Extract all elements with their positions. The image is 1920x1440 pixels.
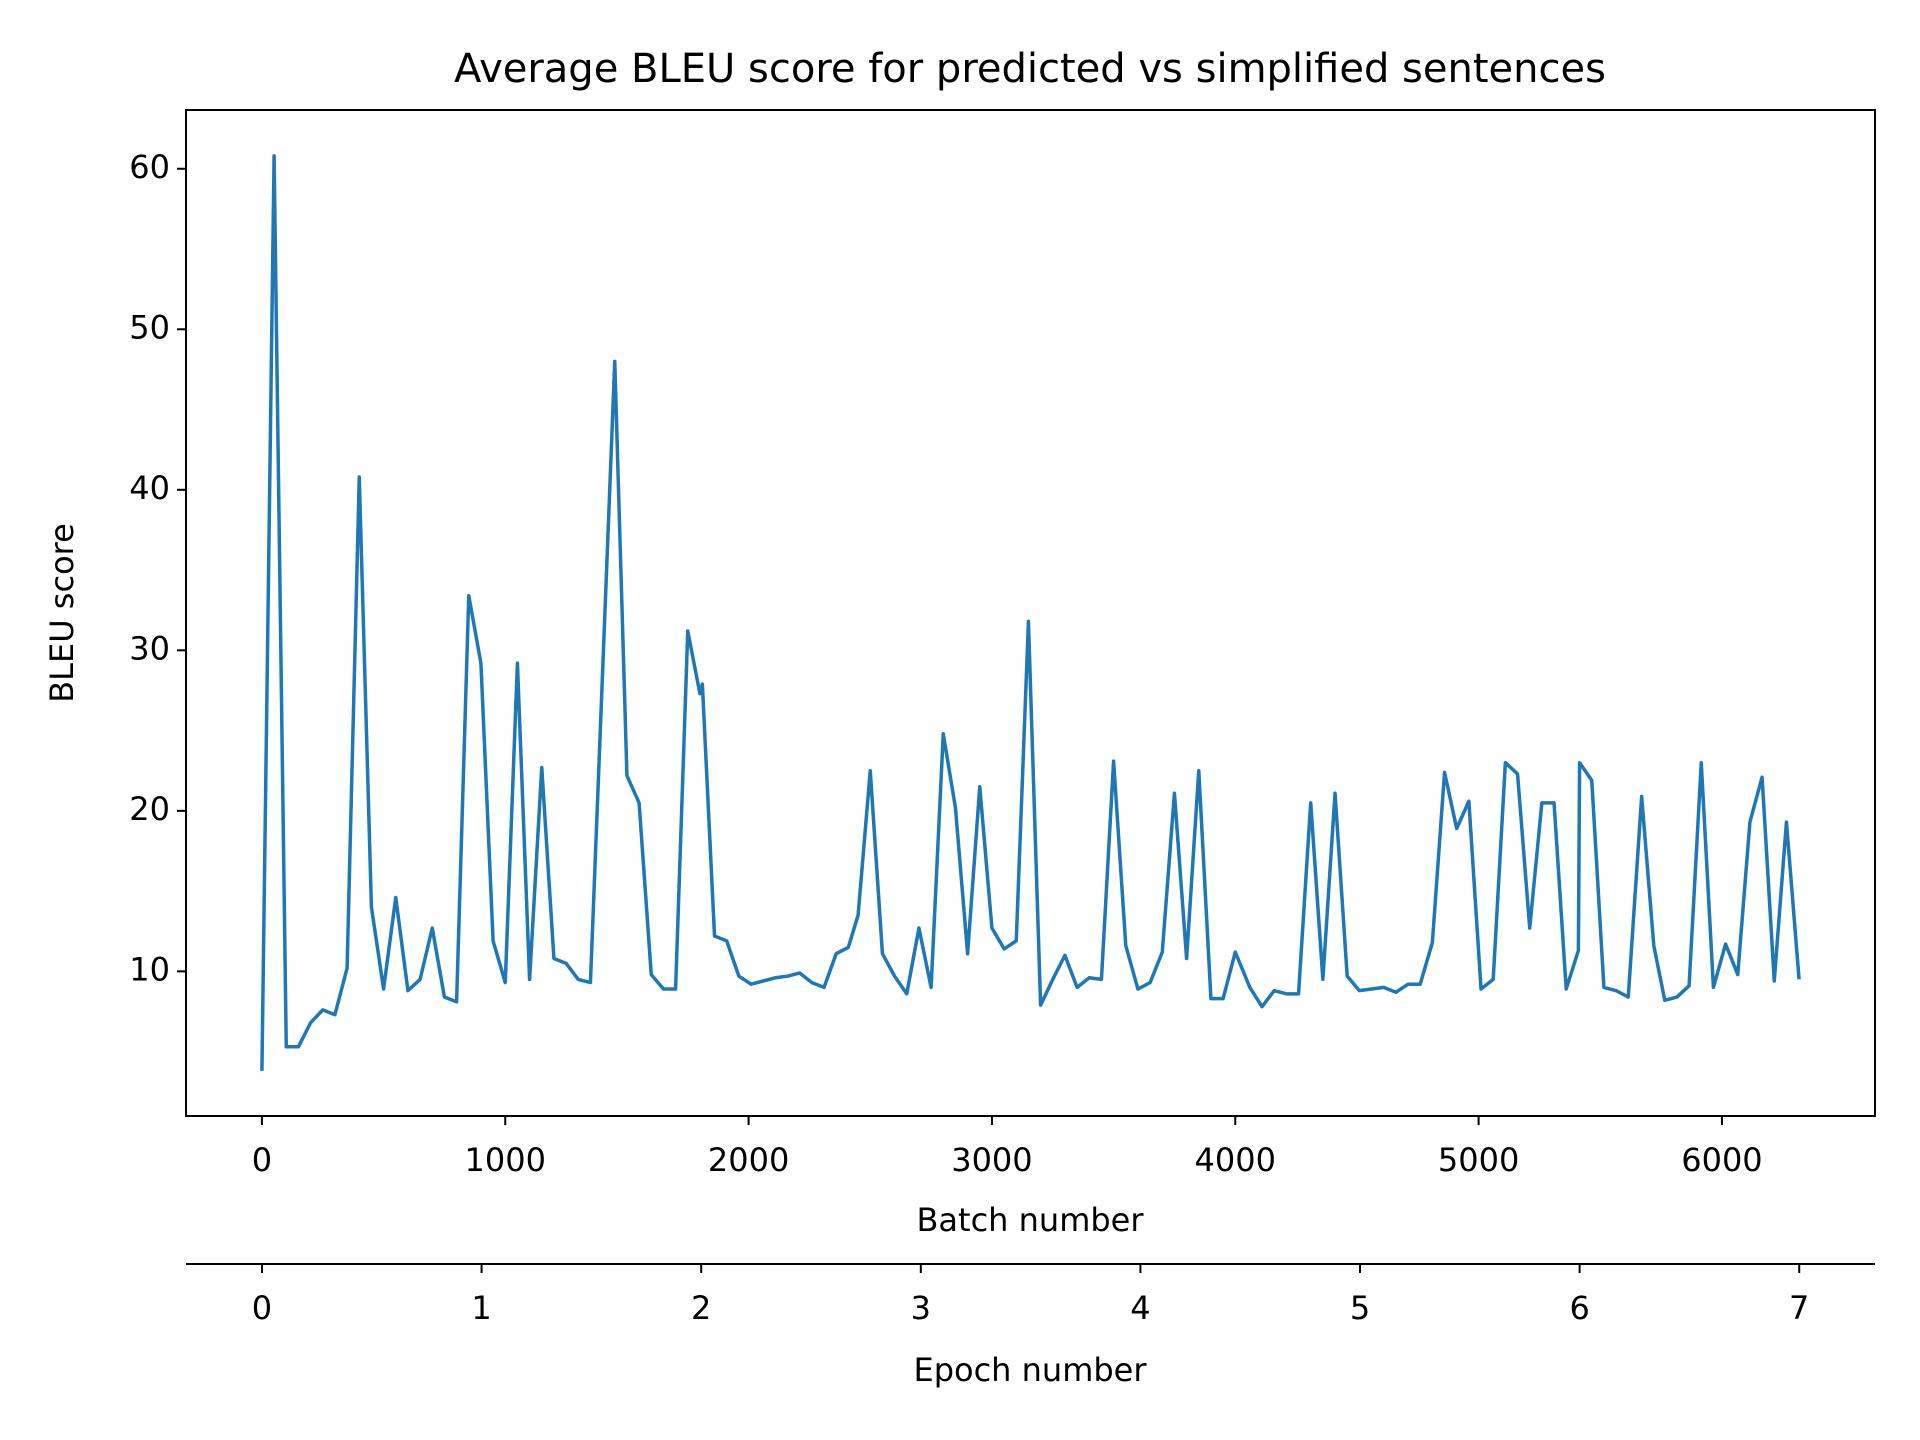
x2-tick-label: 3: [911, 1289, 931, 1327]
x2-tick-label: 4: [1130, 1289, 1150, 1327]
x2-tick-label: 2: [691, 1289, 711, 1327]
x-tick-label: 1000: [465, 1141, 546, 1179]
y-tick-label: 40: [129, 469, 170, 507]
chart-title: Average BLEU score for predicted vs simp…: [454, 46, 1606, 92]
data-line: [260, 154, 1801, 1071]
y-tick-label: 10: [129, 950, 170, 988]
x2-tick-label: 7: [1789, 1289, 1809, 1327]
x-tick-label: 2000: [708, 1141, 789, 1179]
x2-tick-label: 1: [471, 1289, 491, 1327]
x2-axis-label: Epoch number: [913, 1351, 1147, 1389]
x-tick-label: 4000: [1195, 1141, 1276, 1179]
x-tick-label: 0: [252, 1141, 272, 1179]
x-axis-label: Batch number: [916, 1201, 1144, 1239]
y-tick-label: 20: [129, 790, 170, 828]
y-tick-label: 50: [129, 308, 170, 346]
y-tick-label: 30: [129, 629, 170, 667]
x2-tick-label: 6: [1569, 1289, 1589, 1327]
plot-frame: [185, 109, 1876, 1117]
x-tick-label: 5000: [1438, 1141, 1519, 1179]
x2-tick-label: 5: [1350, 1289, 1370, 1327]
y-axis-label: BLEU score: [43, 523, 81, 703]
x-tick-label: 6000: [1681, 1141, 1762, 1179]
x2-tick-label: 0: [252, 1289, 272, 1327]
x-tick-label: 3000: [951, 1141, 1032, 1179]
y-tick-label: 60: [129, 148, 170, 186]
